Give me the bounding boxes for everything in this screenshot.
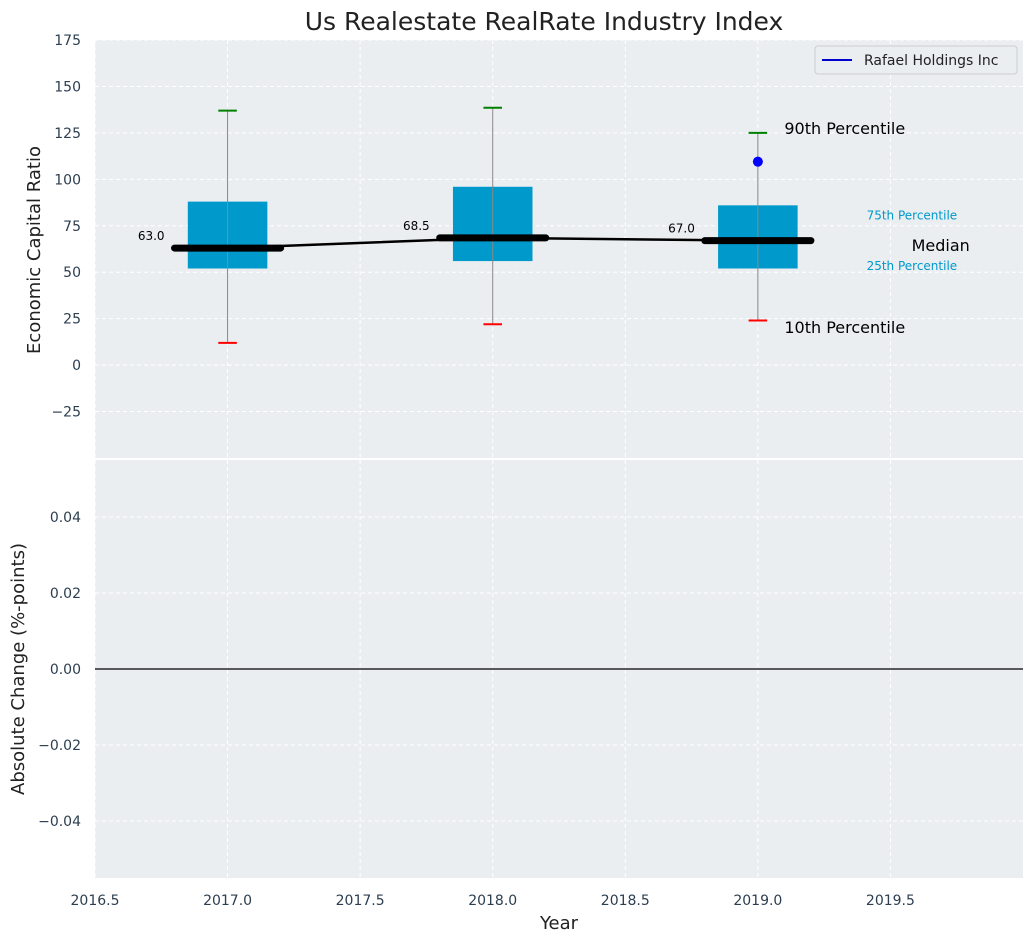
top-gridlines	[94, 39, 1023, 458]
top-y-tick-label: 150	[54, 79, 81, 95]
top-y-tick-label: 25	[63, 312, 81, 328]
bottom-y-tick-label: −0.02	[38, 738, 81, 754]
top-y-tick-label: 175	[54, 33, 81, 49]
bottom-x-axis-label: Year	[539, 913, 579, 934]
bottom-y-tick-label: 0.00	[50, 662, 81, 678]
top-plot-marks: 63.0 68.5 67.0	[138, 106, 815, 344]
bottom-x-tick-label: 2017.5	[336, 893, 385, 909]
top-y-tick-label: 75	[63, 219, 81, 235]
median-value-label: 68.5	[403, 219, 430, 233]
top-y-tick-label: 100	[54, 172, 81, 188]
median-value-label: 67.0	[668, 222, 695, 236]
p75-annotation: 75th Percentile	[867, 209, 958, 223]
bottom-y-tick-labels: −0.04 −0.02 0.00 0.02 0.04	[38, 510, 81, 830]
top-y-tick-label: 0	[72, 358, 81, 374]
bottom-y-tick-label: −0.04	[38, 814, 81, 830]
top-y-tick-label: 125	[54, 126, 81, 142]
top-y-tick-labels: −25 0 25 50 75 100 125 150 175	[51, 33, 81, 421]
top-y-tick-label: −25	[51, 405, 81, 421]
bottom-x-tick-label: 2017.0	[203, 893, 252, 909]
bottom-x-tick-label: 2019.5	[866, 893, 915, 909]
chart-title: Us Realestate RealRate Industry Index	[305, 7, 784, 36]
p25-annotation: 25th Percentile	[867, 259, 958, 273]
bottom-x-tick-label: 2019.0	[733, 893, 782, 909]
percentile-annotations: 90th Percentile 75th Percentile Median 25th…	[784, 119, 969, 337]
company-point	[752, 156, 763, 167]
top-y-axis-label: Economic Capital Ratio	[24, 146, 45, 354]
bottom-x-tick-label: 2016.5	[71, 893, 120, 909]
bottom-x-tick-label: 2018.5	[601, 893, 650, 909]
legend-label: Rafael Holdings Inc	[864, 53, 998, 69]
median-value-label: 63.0	[138, 229, 165, 243]
bottom-y-tick-label: 0.02	[50, 586, 81, 602]
top-y-tick-label: 50	[63, 265, 81, 281]
bottom-x-tick-label: 2018.0	[468, 893, 517, 909]
legend: Rafael Holdings Inc	[814, 45, 1018, 75]
bottom-y-tick-label: 0.04	[50, 510, 81, 526]
p90-annotation: 90th Percentile	[784, 119, 905, 138]
p10-annotation: 10th Percentile	[784, 318, 905, 337]
bottom-x-tick-labels: 2016.5 2017.0 2017.5 2018.0 2018.5 2019.0 2019…	[71, 893, 915, 909]
legend-box	[814, 45, 1018, 75]
bottom-y-axis-label: Absolute Change (%-points)	[8, 543, 29, 795]
median-annotation: Median	[912, 236, 970, 255]
